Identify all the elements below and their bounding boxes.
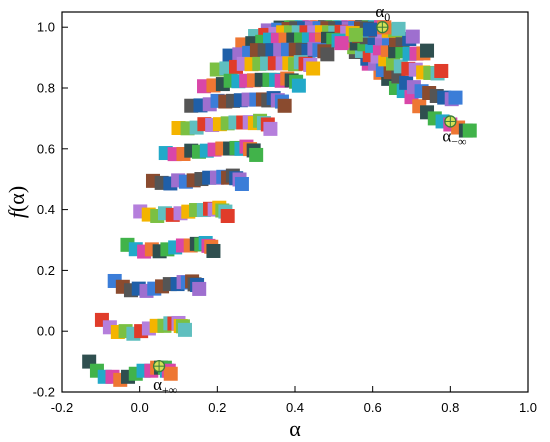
annotation-label: α0 [375, 2, 390, 24]
chart-highlights [152, 21, 457, 373]
x-axis-title: α [289, 416, 301, 441]
data-point [434, 63, 449, 78]
x-tick-label: 0.4 [286, 400, 304, 415]
y-tick-label: 0.2 [37, 263, 55, 278]
y-tick-label: 0.4 [37, 202, 55, 217]
y-tick-label: 0.0 [37, 324, 55, 339]
data-point [306, 61, 321, 76]
x-tick-label: 0.2 [208, 400, 226, 415]
data-point [220, 209, 235, 224]
data-point [249, 147, 264, 162]
data-point [405, 29, 420, 44]
annotation-label: α+∞ [153, 375, 177, 397]
series-15 [163, 20, 477, 381]
data-point [234, 176, 249, 191]
y-axis-title: f(α) [4, 186, 29, 218]
x-tick-label: 0.0 [131, 400, 149, 415]
x-axis-ticks: -0.2 0.0 0.2 0.4 0.6 0.8 1.0 [51, 386, 537, 415]
chart-marks [82, 20, 477, 387]
data-point [448, 90, 463, 105]
y-axis-title-arg: (α) [4, 186, 29, 212]
annotation-label: α−∞ [442, 126, 466, 148]
data-point [348, 27, 363, 42]
x-tick-label: 0.8 [441, 400, 459, 415]
y-tick-label: 0.8 [37, 81, 55, 96]
data-point [277, 98, 292, 113]
data-point [177, 322, 192, 337]
x-tick-label: 0.6 [364, 400, 382, 415]
data-point [391, 21, 406, 36]
data-point [334, 36, 349, 51]
annotations: α0 α−∞ α+∞ [153, 2, 467, 397]
data-point [320, 47, 335, 62]
y-axis-title-f: f [4, 209, 29, 218]
y-tick-label: -0.2 [33, 385, 55, 400]
y-tick-label: 1.0 [37, 20, 55, 35]
data-point [462, 123, 477, 138]
data-point [291, 78, 306, 93]
data-point [263, 121, 278, 136]
y-axis-ticks: -0.2 0.0 0.2 0.4 0.6 0.8 1.0 [33, 20, 68, 400]
data-point [206, 243, 221, 258]
x-tick-label: 1.0 [519, 400, 537, 415]
y-tick-label: 0.6 [37, 141, 55, 156]
data-point [163, 366, 178, 381]
x-tick-label: -0.2 [51, 400, 73, 415]
data-point [192, 281, 207, 296]
data-point [420, 43, 435, 58]
data-point [363, 22, 378, 37]
